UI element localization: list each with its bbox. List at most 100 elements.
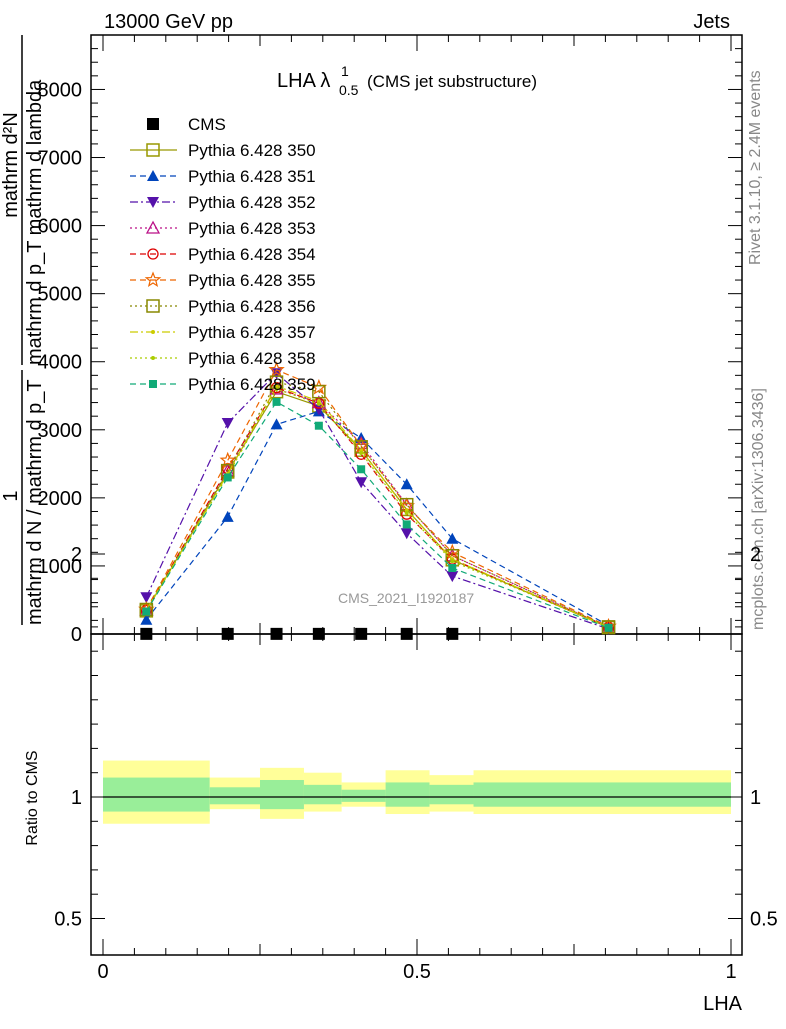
data-point bbox=[357, 465, 366, 474]
legend-marker bbox=[151, 356, 155, 360]
x-axis-label: LHA bbox=[703, 993, 743, 1015]
legend-item: Pythia 6.428 350 bbox=[130, 141, 316, 160]
data-point bbox=[312, 384, 326, 399]
data-point bbox=[274, 386, 279, 391]
main-y-tick-label: 7000 bbox=[38, 148, 83, 170]
rivet-label: Rivet 3.1.10, ≥ 2.4M events bbox=[747, 70, 764, 265]
main-y-tick-label: 3000 bbox=[38, 420, 83, 442]
ratio-y-tick-label: 0.5 bbox=[54, 909, 82, 931]
legend-item: CMS bbox=[147, 115, 226, 134]
series-10 bbox=[142, 397, 613, 632]
legend-label: Pythia 6.428 354 bbox=[188, 245, 316, 264]
x-tick-label: 0.5 bbox=[403, 961, 431, 983]
data-point bbox=[223, 473, 232, 482]
legend-label: Pythia 6.428 351 bbox=[188, 167, 316, 186]
data-point bbox=[221, 627, 234, 640]
legend-item: Pythia 6.428 351 bbox=[130, 167, 316, 186]
main-y-axis-label: 1 mathrm d N / mathrm d p_T mathrm d²N m… bbox=[0, 35, 46, 625]
y-label-numerator: mathrm d²N bbox=[0, 112, 22, 218]
data-point bbox=[268, 361, 285, 377]
legend-item: Pythia 6.428 355 bbox=[130, 271, 316, 290]
legend-label: Pythia 6.428 357 bbox=[188, 323, 316, 342]
legend-item: Pythia 6.428 356 bbox=[130, 297, 316, 316]
data-point bbox=[355, 627, 368, 640]
series-line bbox=[145, 388, 609, 628]
jets-label: Jets bbox=[693, 11, 730, 33]
series-line bbox=[145, 381, 609, 628]
data-point bbox=[400, 627, 413, 640]
legend-item: Pythia 6.428 353 bbox=[130, 219, 316, 238]
series-layer bbox=[138, 361, 617, 640]
ratio-y-tick-label-right: 1 bbox=[750, 787, 761, 809]
ratio-y-tick-label-right: 2 bbox=[750, 544, 761, 566]
plot-title: LHA λ 1 0.5 (CMS jet substructure) bbox=[277, 63, 537, 98]
data-point bbox=[446, 571, 459, 583]
data-point bbox=[448, 563, 457, 572]
main-y-tick-label: 1000 bbox=[38, 556, 83, 578]
ratio-y-tick-label: 2 bbox=[71, 544, 82, 566]
ratio-band-inner bbox=[103, 777, 210, 812]
legend-label: Pythia 6.428 359 bbox=[188, 375, 316, 394]
data-point bbox=[272, 397, 281, 406]
legend-marker bbox=[147, 118, 159, 130]
analysis-watermark: CMS_2021_I1920187 bbox=[338, 590, 474, 606]
series-line bbox=[145, 369, 609, 628]
ratio-band-inner bbox=[209, 787, 260, 805]
ratio-band-inner bbox=[473, 782, 731, 807]
main-y-tick-label: 4000 bbox=[38, 352, 83, 374]
series-0 bbox=[140, 627, 459, 640]
data-point bbox=[314, 421, 323, 430]
series-line bbox=[145, 401, 609, 629]
data-point bbox=[311, 395, 326, 409]
title-subscript: 0.5 bbox=[339, 82, 359, 98]
data-point bbox=[140, 592, 153, 604]
legend-marker bbox=[145, 220, 161, 234]
ratio-band-inner bbox=[429, 784, 474, 805]
ratio-y-axis-label: Ratio to CMS bbox=[24, 750, 41, 845]
series-line bbox=[145, 385, 609, 628]
ratio-bands bbox=[103, 760, 731, 824]
legend: CMS Pythia 6.428 350 Pythia 6.428 351 Pythi… bbox=[130, 115, 316, 394]
ratio-band-inner bbox=[341, 789, 386, 802]
legend-label: Pythia 6.428 356 bbox=[188, 297, 316, 316]
legend-label: Pythia 6.428 350 bbox=[188, 141, 316, 160]
y-label-lead-denominator: mathrm d N / mathrm d p_T bbox=[24, 379, 46, 625]
data-point bbox=[270, 627, 283, 640]
data-point bbox=[601, 620, 616, 634]
title-main: LHA λ bbox=[277, 70, 330, 92]
main-y-tick-label: 0 bbox=[71, 624, 82, 646]
data-point bbox=[140, 627, 153, 640]
data-point bbox=[604, 623, 613, 632]
legend-marker bbox=[147, 170, 159, 181]
axes: 0 1000 2000 3000 4000 5000 6000 7000 8000 0 0.5 1 0.… bbox=[38, 34, 778, 983]
legend-label: CMS bbox=[188, 115, 226, 134]
legend-label: Pythia 6.428 358 bbox=[188, 349, 316, 368]
y-label-lead-numerator: 1 bbox=[0, 490, 22, 501]
legend-marker bbox=[147, 248, 159, 260]
main-y-tick-label: 8000 bbox=[38, 79, 83, 101]
x-tick-label: 0 bbox=[97, 961, 108, 983]
mcplots-label: mcplots.cern.ch [arXiv:1306.3436] bbox=[750, 388, 767, 630]
series-line bbox=[145, 372, 609, 630]
legend-label: Pythia 6.428 355 bbox=[188, 271, 316, 290]
legend-marker bbox=[146, 143, 160, 157]
legend-item: Pythia 6.428 354 bbox=[130, 245, 316, 264]
data-point bbox=[446, 627, 459, 640]
legend-label: Pythia 6.428 353 bbox=[188, 219, 316, 238]
ratio-band-inner bbox=[385, 782, 430, 807]
data-point bbox=[219, 451, 236, 468]
legend-item: Pythia 6.428 359 bbox=[130, 375, 316, 394]
data-point bbox=[140, 613, 153, 625]
ratio-y-tick-label-right: 0.5 bbox=[750, 909, 778, 931]
ratio-band-inner bbox=[260, 779, 304, 810]
ratio-band-inner bbox=[303, 784, 342, 805]
main-y-tick-label: 2000 bbox=[38, 488, 83, 510]
title-superscript: 1 bbox=[341, 63, 349, 79]
main-y-tick-label: 6000 bbox=[38, 216, 83, 238]
legend-marker bbox=[146, 299, 160, 313]
legend-item: Pythia 6.428 357 bbox=[130, 323, 316, 342]
legend-marker bbox=[149, 380, 157, 388]
y-label-denominator: mathrm d p_T mathrm d lambda bbox=[24, 79, 46, 365]
data-point bbox=[316, 401, 321, 406]
